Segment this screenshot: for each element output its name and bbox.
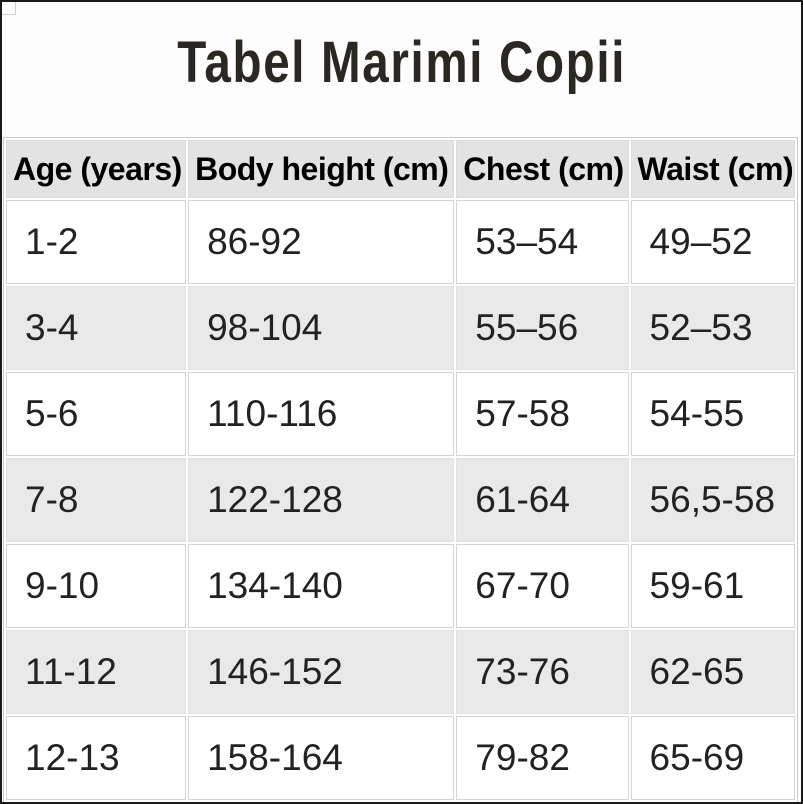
column-header-age: Age (years) <box>6 140 187 198</box>
table-cell: 55–56 <box>456 286 629 370</box>
table-cell: 122-128 <box>188 458 455 542</box>
table-cell: 110-116 <box>188 372 455 456</box>
table-cell: 56,5-58 <box>630 458 795 542</box>
table-cell: 146-152 <box>188 630 455 714</box>
table-cell: 11-12 <box>6 630 187 714</box>
title-area: Tabel Marimi Copii <box>2 30 801 96</box>
table-cell: 1-2 <box>6 200 187 284</box>
table-row: 11-12 146-152 73-76 62-65 <box>6 630 795 714</box>
column-header-waist: Waist (cm) <box>630 140 795 198</box>
table-cell: 49–52 <box>630 200 795 284</box>
table-cell: 5-6 <box>6 372 187 456</box>
table-cell: 73-76 <box>456 630 629 714</box>
table-cell: 98-104 <box>188 286 455 370</box>
column-header-body-height: Body height (cm) <box>188 140 455 198</box>
table-cell: 12-13 <box>6 716 187 800</box>
table-cell: 54-55 <box>630 372 795 456</box>
table-cell: 65-69 <box>630 716 795 800</box>
table-cell: 52–53 <box>630 286 795 370</box>
table-cell: 57-58 <box>456 372 629 456</box>
table-cell: 7-8 <box>6 458 187 542</box>
table-row: 7-8 122-128 61-64 56,5-58 <box>6 458 795 542</box>
table-row: 12-13 158-164 79-82 65-69 <box>6 716 795 800</box>
corner-notch <box>2 2 16 15</box>
table-cell: 67-70 <box>456 544 629 628</box>
page-title: Tabel Marimi Copii <box>177 30 626 95</box>
table-cell: 53–54 <box>456 200 629 284</box>
table-cell: 134-140 <box>188 544 455 628</box>
table-cell: 3-4 <box>6 286 187 370</box>
children-size-table: Age (years) Body height (cm) Chest (cm) … <box>3 137 798 802</box>
table-cell: 9-10 <box>6 544 187 628</box>
table-cell: 59-61 <box>630 544 795 628</box>
table-cell: 62-65 <box>630 630 795 714</box>
table-cell: 79-82 <box>456 716 629 800</box>
table-row: 9-10 134-140 67-70 59-61 <box>6 544 795 628</box>
table-row: 1-2 86-92 53–54 49–52 <box>6 200 795 284</box>
table-cell: 86-92 <box>188 200 455 284</box>
table-body: 1-2 86-92 53–54 49–52 3-4 98-104 55–56 52–53 5-6… <box>6 200 795 800</box>
column-header-chest: Chest (cm) <box>456 140 629 198</box>
table-row: 3-4 98-104 55–56 52–53 <box>6 286 795 370</box>
table-header-row: Age (years) Body height (cm) Chest (cm) … <box>6 140 795 198</box>
table-row: 5-6 110-116 57-58 54-55 <box>6 372 795 456</box>
table-cell: 61-64 <box>456 458 629 542</box>
table-cell: 158-164 <box>188 716 455 800</box>
